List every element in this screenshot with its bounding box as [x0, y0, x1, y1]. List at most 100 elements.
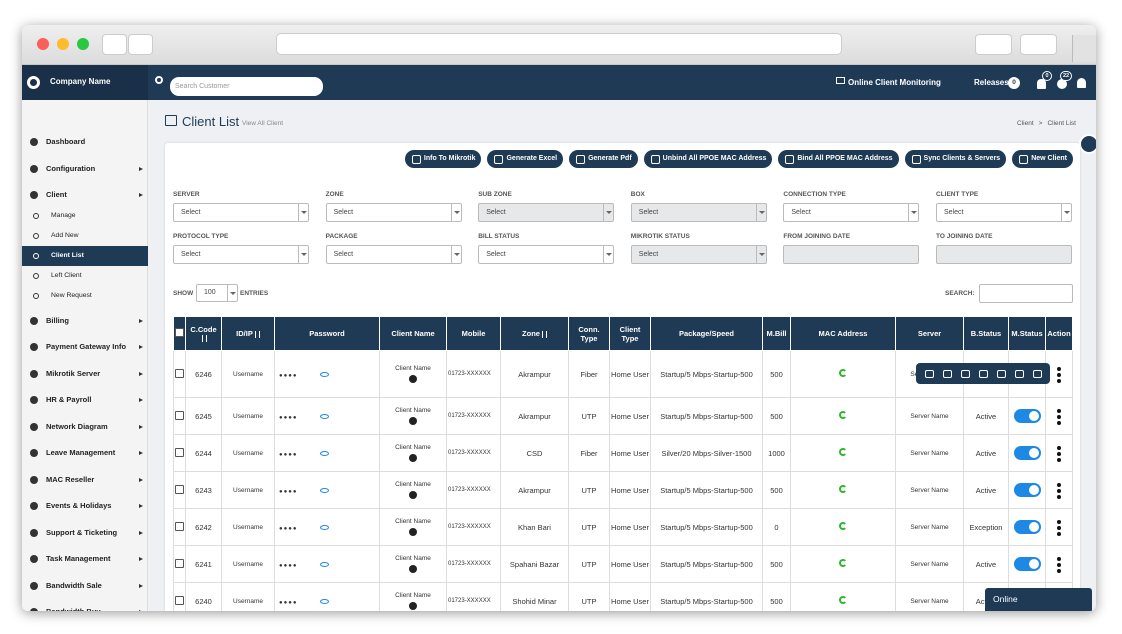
mac-sync[interactable]: [839, 559, 847, 567]
row-checkbox[interactable]: [175, 410, 184, 420]
row-checkbox[interactable]: [175, 368, 184, 378]
filter-select[interactable]: Select: [173, 203, 309, 222]
action-button[interactable]: Unbind All PPOE MAC Address: [643, 150, 773, 168]
action-menu[interactable]: [1057, 562, 1061, 567]
toolbar-icon[interactable]: [1032, 369, 1042, 378]
mac-sync[interactable]: [839, 596, 847, 604]
back-button[interactable]: [102, 34, 127, 55]
filter-select[interactable]: Select: [325, 245, 462, 264]
mikrotik-toggle[interactable]: [1013, 557, 1041, 571]
action-button[interactable]: Generate Excel: [487, 150, 564, 168]
action-menu[interactable]: [1057, 372, 1061, 377]
releases-link[interactable]: Releases: [974, 78, 1009, 87]
close-panel-button[interactable]: [1079, 134, 1096, 154]
show-password[interactable]: [319, 414, 329, 420]
mikrotik-toggle[interactable]: [1013, 446, 1041, 460]
search-input[interactable]: Search Customer: [170, 77, 323, 96]
action-button[interactable]: Info To Mikrotik: [404, 150, 482, 168]
breadcrumb-item[interactable]: Client: [1017, 120, 1034, 127]
sidebar-item[interactable]: Bandwidth Buy: [22, 601, 148, 611]
mac-sync[interactable]: [839, 448, 847, 456]
show-password[interactable]: [319, 372, 329, 378]
close-dot[interactable]: [37, 38, 49, 50]
row-checkbox[interactable]: [175, 558, 184, 568]
filter-select[interactable]: Select: [173, 245, 309, 264]
sidebar-item[interactable]: Mikrotik Server: [22, 363, 148, 385]
user-icon[interactable]: [1077, 78, 1086, 88]
mac-sync[interactable]: [839, 522, 847, 530]
toolbar-icon[interactable]: [978, 369, 988, 378]
sidebar-item[interactable]: Network Diagram: [22, 416, 148, 438]
action-button[interactable]: Generate Pdf: [569, 150, 638, 168]
show-password[interactable]: [319, 488, 329, 494]
table-search-input[interactable]: [979, 284, 1073, 303]
sidebar-item[interactable]: Leave Management: [22, 442, 148, 464]
tabs-button[interactable]: [1020, 34, 1057, 55]
show-password[interactable]: [319, 525, 329, 531]
info-icon[interactable]: [409, 375, 417, 383]
minimize-dot[interactable]: [57, 38, 69, 50]
new-tab-button[interactable]: [1072, 35, 1096, 62]
sidebar-item[interactable]: Configuration: [22, 158, 148, 180]
toolbar-icon[interactable]: [942, 369, 952, 378]
entries-select[interactable]: 100: [196, 284, 238, 302]
sidebar-subitem[interactable]: Client List: [22, 245, 148, 266]
info-icon[interactable]: [409, 454, 417, 462]
mikrotik-toggle[interactable]: [1013, 409, 1041, 423]
sidebar-item[interactable]: Billing: [22, 310, 148, 332]
select-all-checkbox[interactable]: [175, 328, 184, 337]
show-password[interactable]: [319, 599, 329, 605]
filter-select[interactable]: Select: [478, 245, 615, 264]
info-icon[interactable]: [409, 528, 417, 536]
header-cell[interactable]: ID/IP: [221, 316, 275, 351]
row-checkbox[interactable]: [175, 447, 184, 457]
bell-icon[interactable]: [1037, 79, 1046, 89]
forward-button[interactable]: [128, 34, 153, 55]
row-checkbox[interactable]: [175, 521, 184, 531]
sidebar-subitem[interactable]: Add New: [22, 226, 148, 246]
sidebar-item[interactable]: Task Management: [22, 548, 148, 570]
action-button[interactable]: Sync Clients & Servers: [904, 150, 1007, 168]
sidebar-item[interactable]: Payment Gateway Info: [22, 336, 148, 358]
filter-select[interactable]: Select: [783, 203, 920, 222]
row-checkbox[interactable]: [175, 595, 184, 605]
mac-sync[interactable]: [839, 411, 847, 419]
mikrotik-toggle[interactable]: [1013, 483, 1041, 497]
share-button[interactable]: [975, 34, 1012, 55]
toolbar-icon[interactable]: [924, 369, 934, 378]
online-chat-tab[interactable]: Online: [985, 588, 1092, 611]
info-icon[interactable]: [1057, 79, 1067, 89]
sidebar-subitem[interactable]: New Request: [22, 286, 148, 306]
header-cell[interactable]: Zone: [500, 316, 569, 351]
filter-select[interactable]: Select: [325, 203, 462, 222]
show-password[interactable]: [319, 562, 329, 568]
show-password[interactable]: [319, 451, 329, 457]
mikrotik-toggle[interactable]: [1013, 520, 1041, 534]
info-icon[interactable]: [409, 491, 417, 499]
toolbar-icon[interactable]: [1014, 369, 1024, 378]
url-bar[interactable]: [276, 33, 842, 55]
sidebar-subitem[interactable]: Manage: [22, 206, 148, 226]
row-checkbox[interactable]: [175, 484, 184, 494]
sidebar-subitem[interactable]: Left Client: [22, 266, 148, 286]
mac-sync[interactable]: [839, 369, 847, 377]
action-menu[interactable]: [1057, 488, 1061, 493]
sidebar-item[interactable]: MAC Reseller: [22, 469, 148, 491]
monitoring-link[interactable]: Online Client Monitoring: [848, 78, 941, 87]
info-icon[interactable]: [409, 565, 417, 573]
filter-select[interactable]: Select: [936, 203, 1072, 222]
info-icon[interactable]: [409, 602, 417, 610]
info-icon[interactable]: [409, 417, 417, 425]
toolbar-icon[interactable]: [960, 369, 970, 378]
action-menu[interactable]: [1057, 414, 1061, 419]
sidebar-item[interactable]: Support & Ticketing: [22, 522, 148, 544]
sidebar-item[interactable]: HR & Payroll: [22, 389, 148, 411]
toolbar-icon[interactable]: [996, 369, 1006, 378]
mac-sync[interactable]: [839, 485, 847, 493]
maximize-dot[interactable]: [77, 38, 89, 50]
sidebar-item[interactable]: Events & Holidays: [22, 495, 148, 517]
header-cell[interactable]: C.Code: [185, 316, 222, 351]
action-menu[interactable]: [1057, 525, 1061, 530]
sidebar-item[interactable]: Dashboard: [22, 131, 148, 153]
action-button[interactable]: Bind All PPOE MAC Address: [778, 150, 899, 168]
